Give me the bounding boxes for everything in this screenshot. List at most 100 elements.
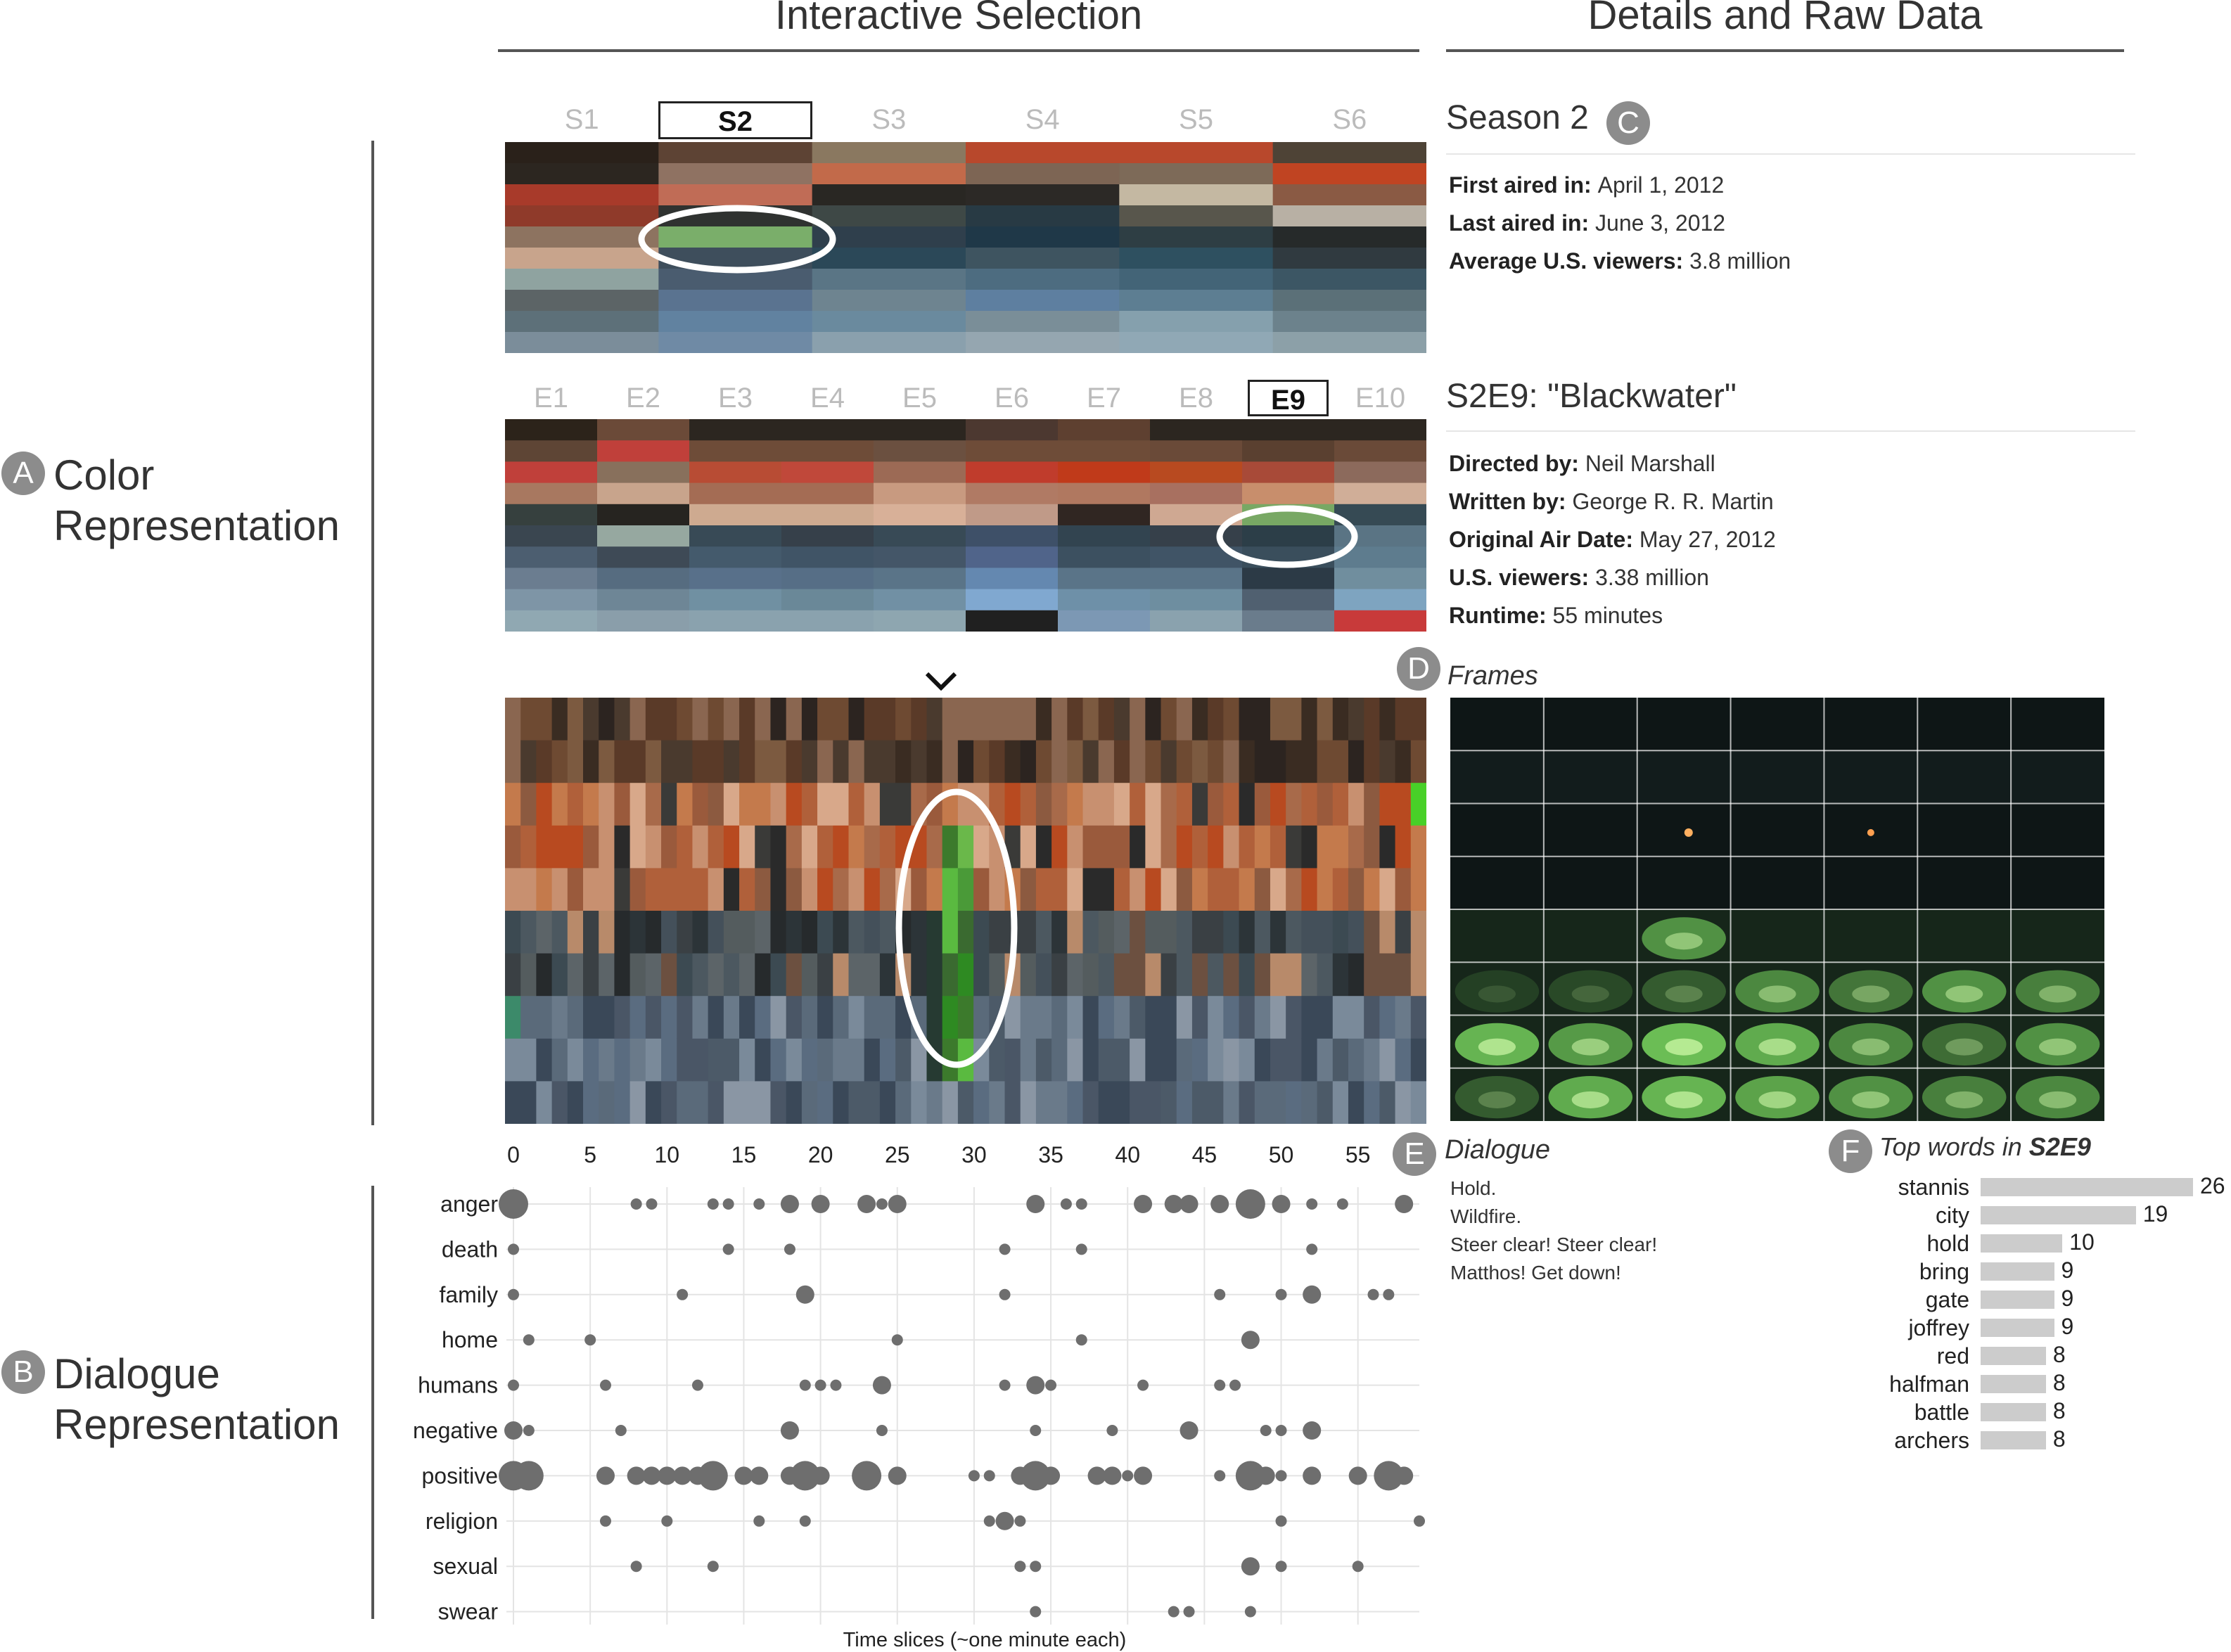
minute-swatch (817, 868, 833, 911)
minute-swatch (661, 868, 677, 911)
minute-swatch (692, 996, 709, 1039)
episode-tab-e10[interactable]: E10 (1355, 383, 1406, 414)
minute-swatch (1332, 1081, 1349, 1124)
minute-swatch (1130, 1081, 1146, 1124)
season-tab-s5[interactable]: S5 (1179, 104, 1213, 135)
episode-swatch (1058, 482, 1151, 505)
minute-swatch (551, 953, 568, 997)
minute-swatch (1145, 868, 1162, 911)
frame-thumbnail (2011, 909, 2104, 963)
minute-swatch (833, 911, 849, 954)
season-tab-s1[interactable]: S1 (564, 104, 599, 135)
episode-swatch (597, 461, 690, 484)
episode-swatch (874, 568, 966, 590)
dialogue-dot (1214, 1470, 1226, 1482)
minute-swatch (973, 996, 990, 1039)
episode-tab-e9[interactable]: E9 (1248, 380, 1329, 416)
minute-swatch (1286, 1038, 1302, 1082)
episode-tab-e6[interactable]: E6 (995, 383, 1029, 414)
chevron-down-icon[interactable] (923, 670, 959, 692)
season-palette[interactable] (505, 142, 1426, 353)
frame-thumbnail (1917, 856, 2012, 909)
episode-swatch (597, 419, 690, 441)
frames-label: Frames (1447, 661, 1538, 691)
minute-swatch (520, 1081, 537, 1124)
minute-swatch (1348, 1038, 1364, 1082)
dialogue-dot (1235, 1461, 1265, 1491)
minute-swatch (895, 698, 912, 741)
minute-swatch (879, 740, 896, 783)
season-swatch (658, 142, 813, 164)
episode-swatch (966, 589, 1059, 611)
season-swatch (812, 163, 966, 185)
minute-swatch (1254, 953, 1271, 997)
episode-tab-e7[interactable]: E7 (1087, 383, 1121, 414)
frame-thumbnail (1824, 1015, 1918, 1068)
minute-swatch (536, 1081, 553, 1124)
minute-swatch (692, 698, 709, 741)
episode-tab-e3[interactable]: E3 (718, 383, 753, 414)
minute-swatch (1176, 825, 1193, 869)
season-tab-s6[interactable]: S6 (1332, 104, 1367, 135)
episode-tab-e5[interactable]: E5 (902, 383, 937, 414)
minute-swatch (1270, 911, 1286, 954)
frame-thumbnail (1730, 803, 1824, 857)
details-header-line (1446, 49, 2124, 52)
minute-swatch (1176, 911, 1193, 954)
minute-swatch (629, 825, 646, 869)
color-section-line (371, 141, 374, 1125)
minute-swatch (1035, 996, 1052, 1039)
dialogue-dot (508, 1288, 519, 1300)
x-axis-label: Time slices (~one minute each) (843, 1629, 1127, 1651)
episode-swatch (781, 419, 874, 441)
episode-swatch (781, 440, 874, 462)
episode-swatch (966, 419, 1059, 441)
minute-swatch (1004, 783, 1021, 826)
season-swatch (1272, 248, 1426, 269)
minute-swatch (1379, 740, 1396, 783)
minute-swatch (661, 996, 677, 1039)
dialogue-dot (642, 1466, 661, 1485)
minute-swatch (1130, 1038, 1146, 1082)
dialogue-dot (1303, 1466, 1322, 1485)
episode-swatch (966, 568, 1059, 590)
minute-swatch (661, 783, 677, 826)
minute-swatch (536, 911, 553, 954)
season-tab-s2[interactable]: S2 (658, 101, 812, 139)
minute-swatch (1254, 783, 1271, 826)
minute-swatch (786, 996, 803, 1039)
minute-swatch (677, 953, 693, 997)
minute-swatch (1254, 911, 1271, 954)
minute-swatch (599, 740, 615, 783)
season-highlight-ellipse (638, 205, 836, 274)
dialogue-line: Steer clear! Steer clear! (1450, 1234, 1658, 1255)
minute-swatch (599, 1038, 615, 1082)
minute-swatch (1176, 1081, 1193, 1124)
episode-tab-e1[interactable]: E1 (534, 383, 568, 414)
minute-swatch (677, 1038, 693, 1082)
minute-swatch (1145, 740, 1162, 783)
minute-swatch (770, 740, 787, 783)
season-tab-s3[interactable]: S3 (871, 104, 907, 135)
episode-swatch (597, 546, 690, 568)
minute-swatch (599, 783, 615, 826)
season-swatch (966, 163, 1120, 185)
minute-swatch (1035, 911, 1052, 954)
minute-swatch (848, 740, 865, 783)
minute-swatch (1410, 996, 1426, 1039)
episode-tab-e2[interactable]: E2 (626, 383, 660, 414)
season-tab-s4[interactable]: S4 (1025, 104, 1060, 135)
dialogue-line: Hold. (1450, 1177, 1497, 1199)
minute-swatch (957, 740, 974, 783)
minute-swatch (1332, 911, 1349, 954)
episode-swatch (505, 461, 598, 484)
minute-swatch (692, 1038, 709, 1082)
frames-grid[interactable] (1450, 698, 2104, 1121)
minute-swatch (801, 825, 818, 869)
minute-swatch (1113, 1081, 1130, 1124)
episode-tab-e8[interactable]: E8 (1179, 383, 1213, 414)
episode-tab-e4[interactable]: E4 (810, 383, 845, 414)
minute-swatch (911, 1081, 927, 1124)
episode-palette[interactable] (505, 419, 1426, 632)
minute-palette[interactable] (505, 698, 1426, 1124)
